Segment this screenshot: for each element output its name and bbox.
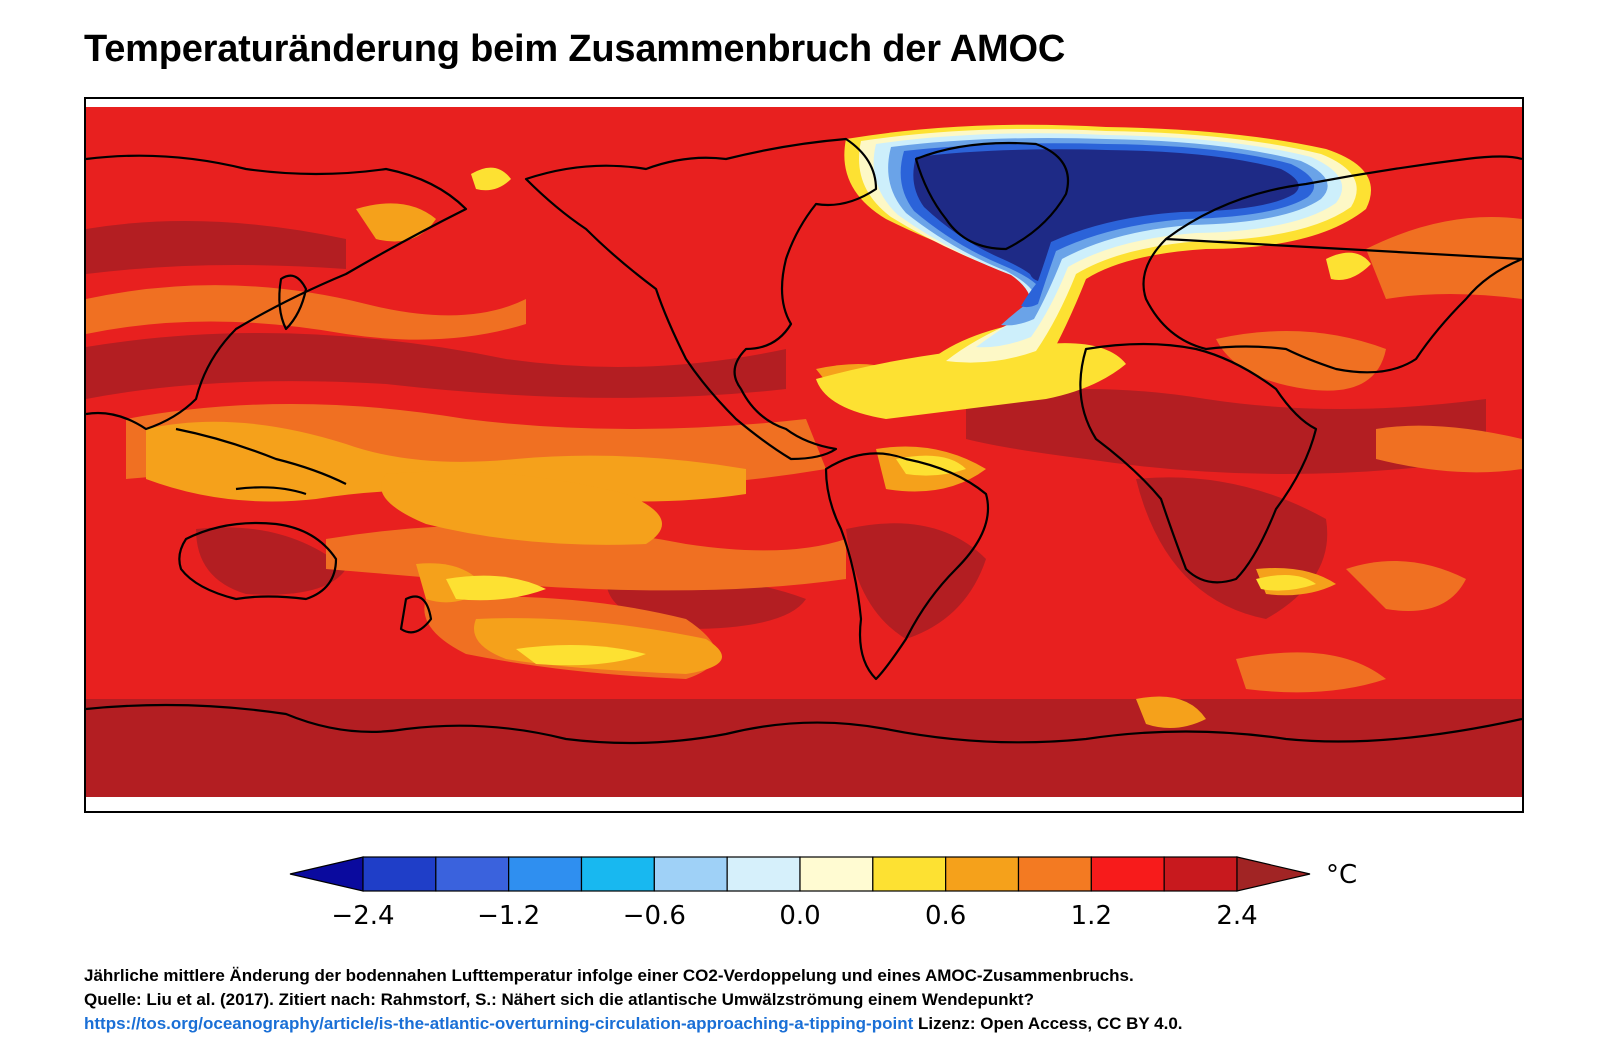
caption-line-1: Jährliche mittlere Änderung der bodennah… <box>84 966 1134 985</box>
colorbar-tick-label: −0.6 <box>623 901 686 931</box>
coast-antarctica <box>86 703 1522 745</box>
colorbar-tick-label: 2.4 <box>1216 901 1257 931</box>
license-text: Lizenz: Open Access, CC BY 4.0. <box>913 1014 1183 1033</box>
colorbar-bin <box>1090 856 1165 892</box>
map-title: Temperaturänderung beim Zusammenbruch de… <box>84 28 1066 70</box>
coast-east-asia <box>86 154 468 431</box>
colorbar-bin <box>799 856 874 892</box>
coastlines <box>86 137 1522 745</box>
coast-indonesia <box>175 427 347 496</box>
caption-line-3: https://tos.org/oceanography/article/is-… <box>84 1012 1183 1036</box>
figure-caption: Jährliche mittlere Änderung der bodennah… <box>84 964 1183 1036</box>
colorbar-tick-label: 0.0 <box>779 901 820 931</box>
map-canvas <box>86 107 1522 797</box>
colorbar-unit-label: °C <box>1326 860 1357 890</box>
colorbar-tick-label: 1.2 <box>1071 901 1112 931</box>
source-link[interactable]: https://tos.org/oceanography/article/is-… <box>84 1014 914 1033</box>
colorbar-bin <box>1017 856 1092 892</box>
caption-line-2: Quelle: Liu et al. (2017). Zitiert nach:… <box>84 990 1034 1009</box>
coast-north-america <box>524 137 878 461</box>
colorbar-tick-label: −1.2 <box>477 901 540 931</box>
colorbar-arrow-high <box>1236 856 1311 892</box>
coast-new-zealand <box>399 595 433 634</box>
coast-australia <box>178 521 338 601</box>
colorbar-bin <box>726 856 801 892</box>
coast-eurasia <box>1142 155 1522 374</box>
colorbar-bin <box>1163 856 1238 892</box>
orange-regions <box>146 203 1336 728</box>
coast-greenland <box>914 141 1070 251</box>
colorbar-bin <box>580 856 655 892</box>
colorbar-arrow-low <box>289 856 364 892</box>
colorbar-bin <box>653 856 728 892</box>
coast-africa <box>1079 342 1318 584</box>
colorbar-bin <box>508 856 583 892</box>
colorbar-bin <box>872 856 947 892</box>
deep-red-regions <box>86 221 1522 797</box>
colorbar-tick-label: −2.4 <box>331 901 394 931</box>
colorbar-bin <box>435 856 510 892</box>
colorbar-tick-label: 0.6 <box>925 901 966 931</box>
colorbar-bin <box>945 856 1020 892</box>
coast-south-america <box>824 452 990 681</box>
colorbar-bin <box>362 856 437 892</box>
temperature-map <box>84 97 1524 813</box>
north-atlantic-cooling <box>844 124 1371 378</box>
coast-japan <box>278 274 308 331</box>
